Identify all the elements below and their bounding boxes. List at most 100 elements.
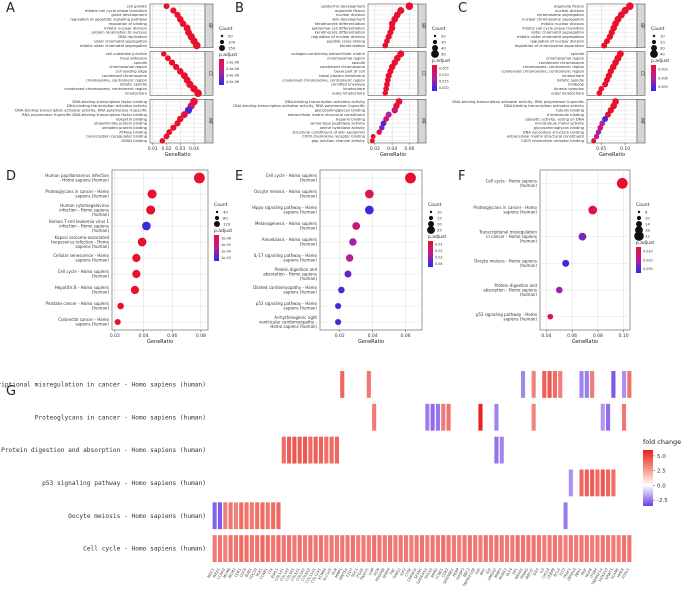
heatmap-cell	[430, 535, 435, 562]
color-legend-tick: 1e-03	[221, 256, 231, 260]
term-label-line: absorption - Homo sapiens	[263, 271, 317, 276]
term-label: Oocyte meiosis - Homo sapiens (human)	[474, 259, 537, 268]
term-label-line: skin development	[332, 18, 365, 22]
heatmap-cell	[621, 535, 627, 562]
term-label-line: Hippo signaling pathway - Homo	[252, 205, 318, 210]
term-label: serine-type peptidase activity	[310, 122, 366, 126]
term-label: p53 signaling pathway - Homo sapiens (hum…	[256, 301, 318, 310]
term-label: peptide cross-linking	[327, 39, 365, 43]
heatmap-col-label: IGF2	[399, 568, 407, 577]
term-label-line: sapiens (human)	[75, 194, 109, 199]
heatmap-col-label: CDK1	[234, 568, 242, 579]
term-label: nuclear chromosome segregation	[522, 18, 585, 22]
term-point	[384, 38, 390, 45]
color-legend-tick: 0.01	[435, 243, 443, 247]
term-label: condensed chromosome, centromeric region	[64, 87, 147, 91]
heatmap-legend-tick-label: 0.0	[657, 483, 666, 489]
color-legend-tick: 1e-04	[221, 250, 231, 254]
color-legend-tick: 4.0e-06	[226, 80, 239, 84]
term-point	[344, 270, 352, 278]
size-legend-dot	[651, 45, 657, 51]
heatmap-cell	[302, 436, 308, 464]
term-point	[604, 38, 610, 45]
size-legend-value: 10	[437, 210, 442, 215]
term-label: Cell cycle - Homo sapiens (human)	[266, 173, 318, 182]
term-label: nuclear division	[336, 13, 366, 17]
x-tick-label: 0.04	[541, 333, 551, 339]
facet-strip	[417, 51, 427, 96]
heatmap-cell	[281, 436, 286, 464]
x-tick-label: 0.04	[139, 333, 149, 339]
term-label-line: absorption - Homo sapiens	[483, 287, 537, 292]
term-point	[168, 59, 176, 66]
heatmap-col-label: MEF2C	[525, 567, 535, 580]
heatmap-cell	[616, 535, 621, 562]
term-label-line: glycosaminoglycan binding	[315, 109, 365, 113]
x-tick-label: 0.02	[370, 146, 380, 152]
term-point	[405, 172, 416, 184]
heatmap-cell	[446, 403, 451, 431]
x-axis-label: GeneRatio	[147, 339, 173, 345]
term-label: Oocyte meiosis - Homo sapiens (human)	[254, 189, 317, 198]
color-legend-title: p.adjust	[214, 228, 232, 234]
term-point	[626, 2, 634, 10]
heatmap-col-label: IGFBP3	[456, 568, 466, 581]
heatmap-cell	[398, 535, 403, 562]
term-label-line: spindle	[571, 52, 585, 56]
color-legend-bar	[214, 235, 219, 261]
heatmap-cell	[536, 535, 542, 562]
term-point	[384, 77, 391, 83]
term-label: condensed chromosome, centromeric region	[282, 78, 365, 82]
facet-strip-label: MF	[640, 118, 645, 124]
term-label-line: (human)	[300, 276, 318, 281]
heatmap-cell	[292, 436, 297, 464]
term-point	[349, 238, 357, 246]
heatmap-cell	[515, 535, 520, 562]
facet-strip-label: MF	[208, 118, 213, 124]
term-label-line: structural constituent of skin epidermis	[292, 130, 365, 134]
term-label-line: midbody	[568, 83, 585, 87]
size-legend-dot	[220, 34, 224, 38]
panel-label: D	[6, 169, 16, 184]
heatmap-row-label: Protein digestion and absorption - Homo …	[1, 447, 206, 454]
heatmap-cell	[435, 403, 441, 431]
heatmap-cell	[297, 436, 302, 464]
heatmap-cell	[425, 535, 430, 562]
heatmap-cell	[494, 403, 499, 431]
facet-strip-label: CC	[208, 71, 213, 77]
term-point	[192, 41, 201, 50]
panel-label: C	[458, 1, 467, 16]
term-label: cornified envelope	[331, 83, 366, 87]
term-label-line: cell growth	[127, 4, 148, 8]
color-legend-title: p.adjust	[432, 58, 450, 64]
size-legend-value: 20	[441, 34, 446, 39]
term-label: CXCR chemokine receptor binding	[302, 135, 365, 139]
term-label: chromosomal region	[546, 57, 584, 61]
color-legend-tick: 0.015	[439, 80, 449, 84]
term-label: Hippo signaling pathway - Homo sapiens (h…	[252, 205, 318, 214]
term-label-line: sister chromatid segregation	[531, 31, 585, 35]
term-point	[384, 81, 390, 88]
heatmap-cell	[217, 535, 223, 562]
heatmap-cell	[313, 535, 318, 562]
heatmap-col-label: TP53I3	[423, 568, 433, 582]
size-legend-value: 10	[645, 216, 650, 221]
term-label: ubiquitin-like protein binding	[94, 122, 147, 126]
heatmap-cell	[499, 535, 504, 562]
term-label-line: (human)	[300, 178, 318, 183]
term-label: keratinization	[340, 44, 366, 48]
term-point	[598, 85, 605, 92]
heatmap-cell	[606, 469, 611, 497]
term-label: microtubule binding	[547, 113, 584, 117]
term-point	[591, 138, 597, 144]
panel-label: E	[235, 169, 243, 184]
term-label: Cellular senescence - Homo sapiens (human…	[53, 253, 109, 262]
size-legend-dot	[637, 210, 641, 214]
term-point	[383, 116, 390, 122]
color-legend-title: p.adjust	[651, 58, 669, 64]
size-legend-dot	[215, 210, 219, 214]
term-label: Prostate cancer - Homo sapiens (human)	[45, 301, 109, 310]
term-point	[602, 81, 609, 88]
size-legend-dot	[651, 39, 657, 45]
